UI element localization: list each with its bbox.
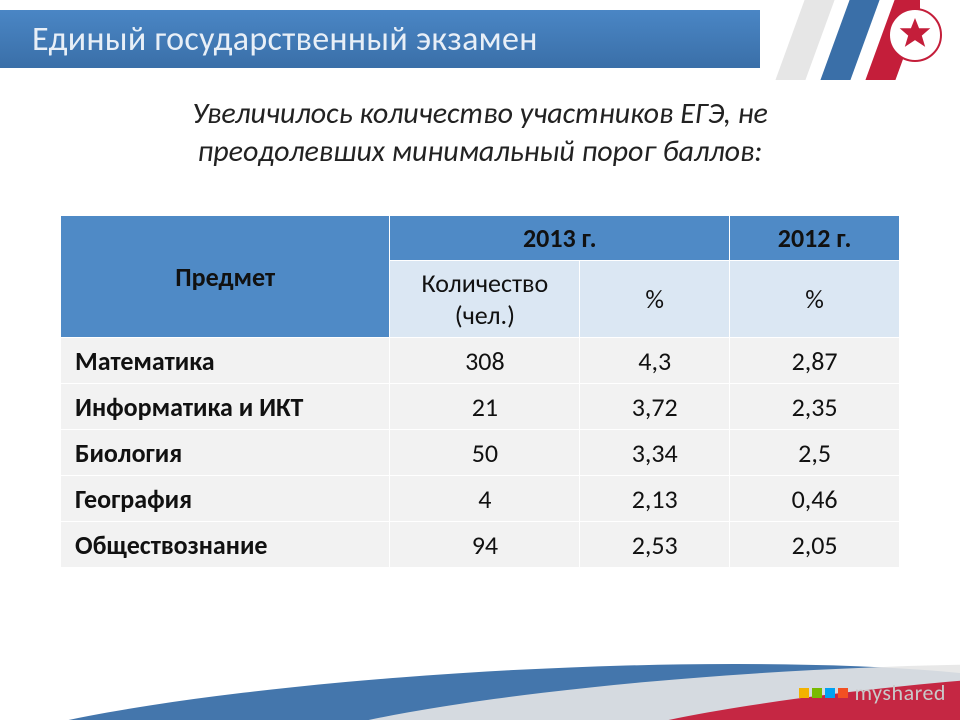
data-table-wrap: Предмет 2013 г. 2012 г. Количество (чел.… xyxy=(60,215,900,568)
cell-p2013: 2,13 xyxy=(580,476,730,522)
table-row: Информатика и ИКТ 21 3,72 2,35 xyxy=(61,384,900,430)
table-row: Обществознание 94 2,53 2,05 xyxy=(61,522,900,568)
title-bar: Единый государственный экзамен xyxy=(0,10,760,68)
th-subject: Предмет xyxy=(61,216,390,338)
cell-p2012: 2,05 xyxy=(730,522,900,568)
watermark: myshared xyxy=(799,679,946,706)
th-2012: 2012 г. xyxy=(730,216,900,261)
cell-subject: Биология xyxy=(61,430,390,476)
cell-count: 50 xyxy=(390,430,580,476)
th-pct-2013: % xyxy=(580,261,730,338)
subtitle-line-1: Увеличилось количество участников ЕГЭ, н… xyxy=(192,95,768,132)
table-row: География 4 2,13 0,46 xyxy=(61,476,900,522)
table-row: Математика 308 4,3 2,87 xyxy=(61,338,900,384)
cell-p2012: 2,87 xyxy=(730,338,900,384)
cell-p2013: 3,72 xyxy=(580,384,730,430)
cell-subject: География xyxy=(61,476,390,522)
th-2013: 2013 г. xyxy=(390,216,730,261)
th-pct-2012: % xyxy=(730,261,900,338)
cell-count: 4 xyxy=(390,476,580,522)
table-row: Биология 50 3,34 2,5 xyxy=(61,430,900,476)
cell-p2013: 2,53 xyxy=(580,522,730,568)
emblem-badge xyxy=(888,8,942,62)
watermark-icon xyxy=(799,688,848,698)
th-count: Количество (чел.) xyxy=(390,261,580,338)
cell-count: 94 xyxy=(390,522,580,568)
cell-p2012: 0,46 xyxy=(730,476,900,522)
watermark-text: myshared xyxy=(854,679,946,706)
cell-subject: Математика xyxy=(61,338,390,384)
subtitle-line-2: преодолевших минимальный порог баллов: xyxy=(198,133,763,170)
emblem-icon xyxy=(898,18,932,52)
cell-p2012: 2,35 xyxy=(730,384,900,430)
cell-subject: Информатика и ИКТ xyxy=(61,384,390,430)
subtitle: Увеличилось количество участников ЕГЭ, н… xyxy=(0,95,960,170)
cell-count: 308 xyxy=(390,338,580,384)
cell-p2013: 4,3 xyxy=(580,338,730,384)
data-table: Предмет 2013 г. 2012 г. Количество (чел.… xyxy=(60,215,900,568)
slide: Единый государственный экзамен Увеличило… xyxy=(0,0,960,720)
cell-subject: Обществознание xyxy=(61,522,390,568)
page-title: Единый государственный экзамен xyxy=(32,19,538,60)
cell-p2013: 3,34 xyxy=(580,430,730,476)
cell-p2012: 2,5 xyxy=(730,430,900,476)
cell-count: 21 xyxy=(390,384,580,430)
